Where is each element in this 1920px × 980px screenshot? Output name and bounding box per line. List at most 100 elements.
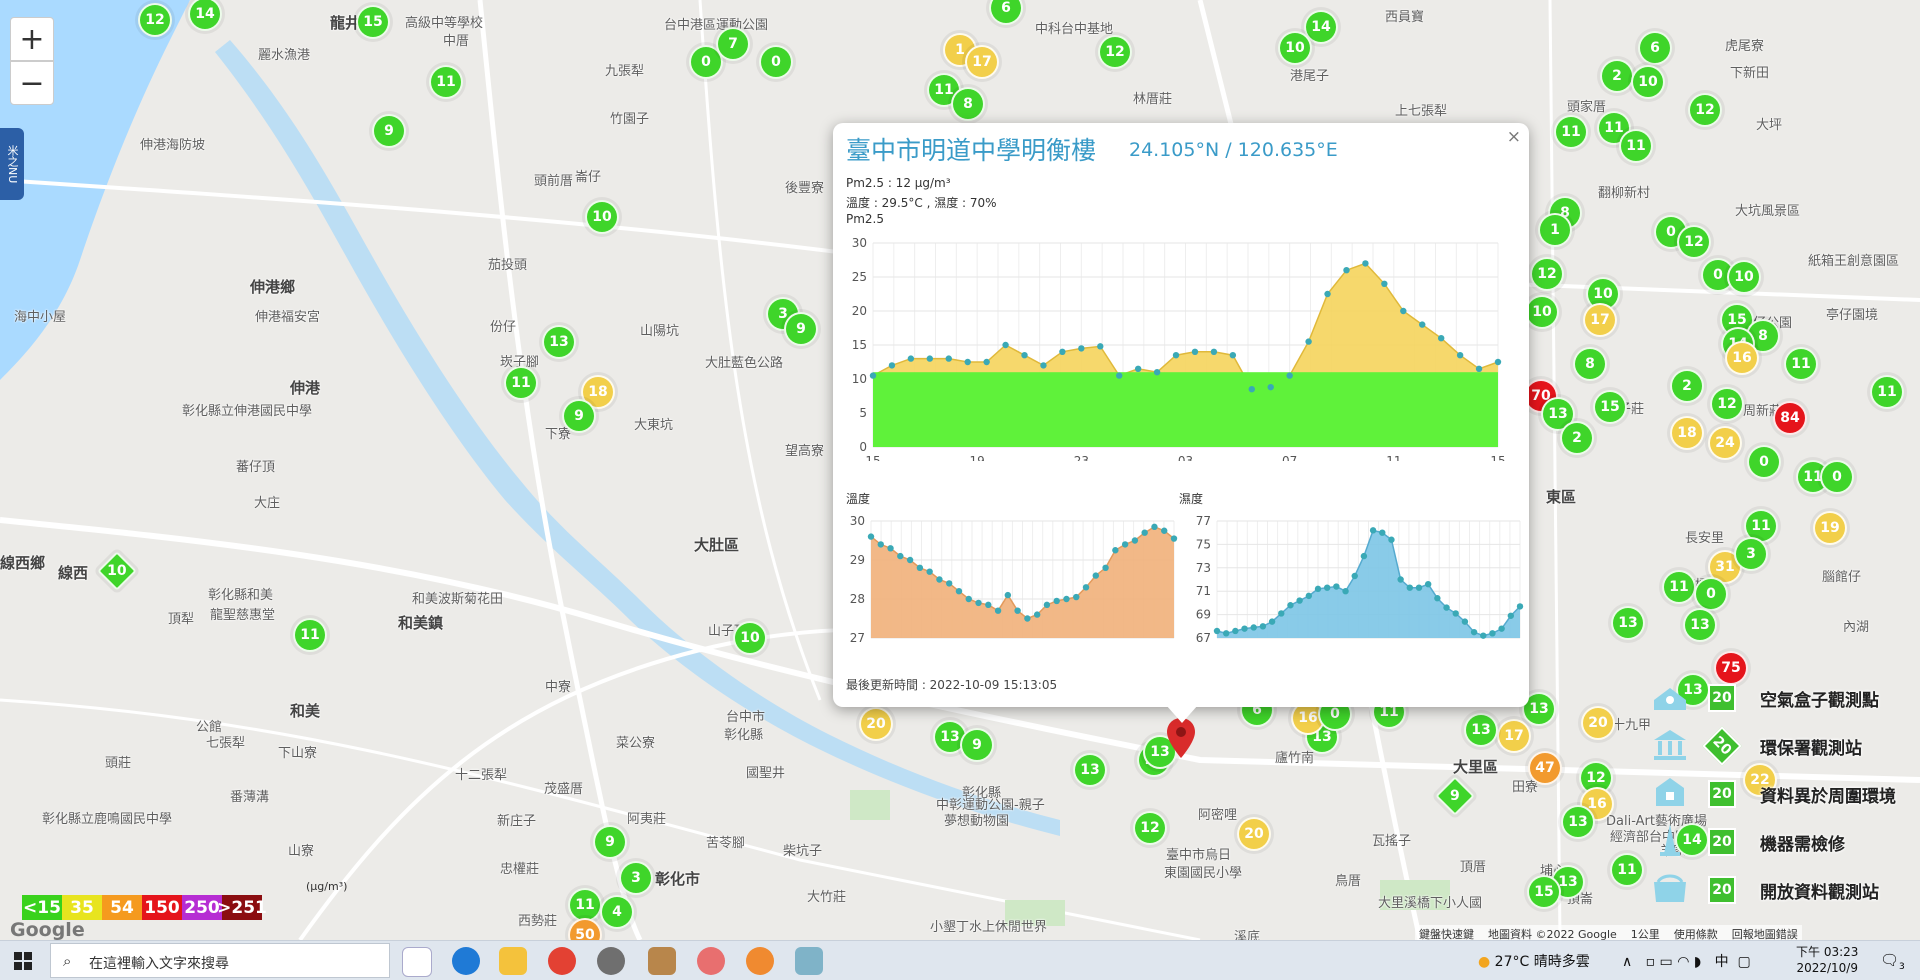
station-marker[interactable]: 22	[1743, 763, 1777, 797]
station-marker[interactable]: 19	[1813, 511, 1847, 545]
attribution-item[interactable]: 鍵盤快速鍵	[1419, 928, 1474, 941]
station-marker[interactable]: 10	[733, 621, 767, 655]
zoom-in-button[interactable]: +	[10, 17, 54, 61]
tray-icons[interactable]: ▫ ▭ ◠ ◗	[1645, 954, 1702, 970]
file-explorer-icon[interactable]	[499, 947, 527, 975]
station-marker[interactable]: 9	[593, 825, 627, 859]
windows-start-icon[interactable]	[14, 952, 32, 975]
station-marker[interactable]: 12	[1677, 225, 1711, 259]
station-marker[interactable]: 12	[138, 3, 172, 37]
station-marker[interactable]: 10	[1525, 295, 1559, 329]
station-marker[interactable]: 13	[1541, 397, 1575, 431]
station-marker[interactable]: 9	[562, 399, 596, 433]
station-marker[interactable]: 6	[1638, 31, 1672, 65]
station-marker[interactable]: 3	[619, 861, 653, 895]
station-marker[interactable]: 11	[1610, 853, 1644, 887]
station-marker[interactable]: 9	[960, 728, 994, 762]
side-panel-tab[interactable]: 米之NU	[0, 128, 24, 200]
close-icon[interactable]: ×	[1506, 127, 1521, 147]
station-marker[interactable]: 11	[568, 888, 602, 922]
notification-icon[interactable]: 🗨3	[1880, 951, 1905, 972]
station-marker[interactable]: 50	[568, 918, 602, 940]
station-marker[interactable]: 12	[1530, 257, 1564, 291]
taskbar-search-box[interactable]: ⌕ 在這裡輸入文字來搜尋	[50, 943, 390, 978]
station-marker[interactable]: 9	[372, 114, 406, 148]
station-marker[interactable]: 12	[1688, 93, 1722, 127]
station-marker[interactable]: 4	[600, 895, 634, 929]
weather-widget[interactable]: ● 27°C 晴時多雲	[1478, 951, 1590, 971]
station-marker[interactable]: 16	[1725, 341, 1759, 375]
station-marker[interactable]: 17	[1583, 303, 1617, 337]
system-tray[interactable]: ∧ ▫ ▭ ◠ ◗ 中 ▢	[1622, 951, 1751, 971]
attribution-item[interactable]: 使用條款	[1673, 928, 1718, 941]
station-marker[interactable]: 75	[1714, 651, 1748, 685]
station-marker[interactable]: 17	[1497, 719, 1531, 753]
station-marker[interactable]: 12	[1133, 811, 1167, 845]
calendar-icon[interactable]: ▢	[1737, 954, 1751, 970]
edge-browser-icon[interactable]	[452, 947, 480, 975]
chevron-up-icon[interactable]: ∧	[1622, 954, 1633, 970]
station-marker[interactable]: 13	[1561, 805, 1595, 839]
station-marker[interactable]: 84	[1773, 401, 1807, 435]
app-icon-tool[interactable]	[697, 947, 725, 975]
app-icon-bird[interactable]	[648, 947, 676, 975]
station-marker[interactable]: 24	[1708, 426, 1742, 460]
station-marker[interactable]: 3	[1734, 537, 1768, 571]
station-marker[interactable]: 8	[951, 87, 985, 121]
app-icon-clock[interactable]	[597, 947, 625, 975]
station-marker[interactable]: 13	[1464, 713, 1498, 747]
station-marker[interactable]: 11	[1597, 111, 1631, 145]
station-marker[interactable]: 11	[1784, 347, 1818, 381]
station-marker[interactable]: 11	[293, 618, 327, 652]
task-view-icon[interactable]	[402, 947, 432, 977]
station-marker[interactable]: 13	[1073, 753, 1107, 787]
station-marker[interactable]: 12	[1710, 387, 1744, 421]
station-marker[interactable]: 17	[965, 45, 999, 79]
station-marker[interactable]: 0	[759, 45, 793, 79]
station-marker[interactable]: 0	[1694, 577, 1728, 611]
zoom-out-button[interactable]: −	[10, 61, 54, 105]
station-marker[interactable]: 6	[989, 0, 1023, 25]
attribution-item[interactable]: 回報地圖錯誤	[1731, 928, 1798, 941]
station-marker[interactable]: 18	[1670, 416, 1704, 450]
station-marker[interactable]: 8	[1573, 347, 1607, 381]
station-marker[interactable]: 10	[1278, 31, 1312, 65]
station-marker[interactable]: 10	[1727, 260, 1761, 294]
blender-icon[interactable]	[746, 947, 774, 975]
location-pin-icon[interactable]	[1167, 718, 1195, 758]
station-marker[interactable]: 0	[1747, 445, 1781, 479]
station-marker[interactable]: 10	[585, 200, 619, 234]
station-marker[interactable]: 11	[504, 366, 538, 400]
station-marker[interactable]: 20	[1237, 817, 1271, 851]
station-marker[interactable]: 11	[1619, 129, 1653, 163]
station-marker[interactable]: 11	[1870, 375, 1904, 409]
station-marker[interactable]: 15	[356, 5, 390, 39]
station-marker[interactable]: 47	[1528, 751, 1562, 785]
station-marker[interactable]: 14	[1304, 10, 1338, 44]
clock[interactable]: 下午 03:23 2022/10/9	[1796, 944, 1858, 976]
station-marker[interactable]: 13	[1611, 606, 1645, 640]
station-marker[interactable]: 13	[1522, 692, 1556, 726]
station-marker[interactable]: 11	[1662, 570, 1696, 604]
station-marker[interactable]: 11	[1554, 115, 1588, 149]
station-marker[interactable]: 15	[1593, 390, 1627, 424]
station-marker[interactable]: 2	[1600, 59, 1634, 93]
station-marker[interactable]: 2	[1560, 421, 1594, 455]
chrome-browser-icon[interactable]	[548, 947, 576, 975]
station-marker[interactable]: 14	[188, 0, 222, 31]
station-marker[interactable]: 12	[1098, 35, 1132, 69]
station-marker[interactable]: 20	[859, 707, 893, 741]
station-marker[interactable]: 1	[1538, 213, 1572, 247]
station-marker[interactable]: 20	[1581, 706, 1615, 740]
station-marker[interactable]: 15	[1527, 875, 1561, 909]
station-marker[interactable]: 9	[784, 312, 818, 346]
station-marker[interactable]: 7	[716, 27, 750, 61]
station-marker[interactable]: 13	[542, 325, 576, 359]
ime-indicator[interactable]: 中	[1714, 954, 1729, 970]
app-icon-package[interactable]	[795, 947, 823, 975]
station-marker[interactable]: 10	[1631, 65, 1665, 99]
station-marker[interactable]: 13	[1683, 608, 1717, 642]
station-marker[interactable]: 2	[1670, 369, 1704, 403]
station-marker[interactable]: 11	[429, 65, 463, 99]
station-marker[interactable]: 0	[1820, 460, 1854, 494]
